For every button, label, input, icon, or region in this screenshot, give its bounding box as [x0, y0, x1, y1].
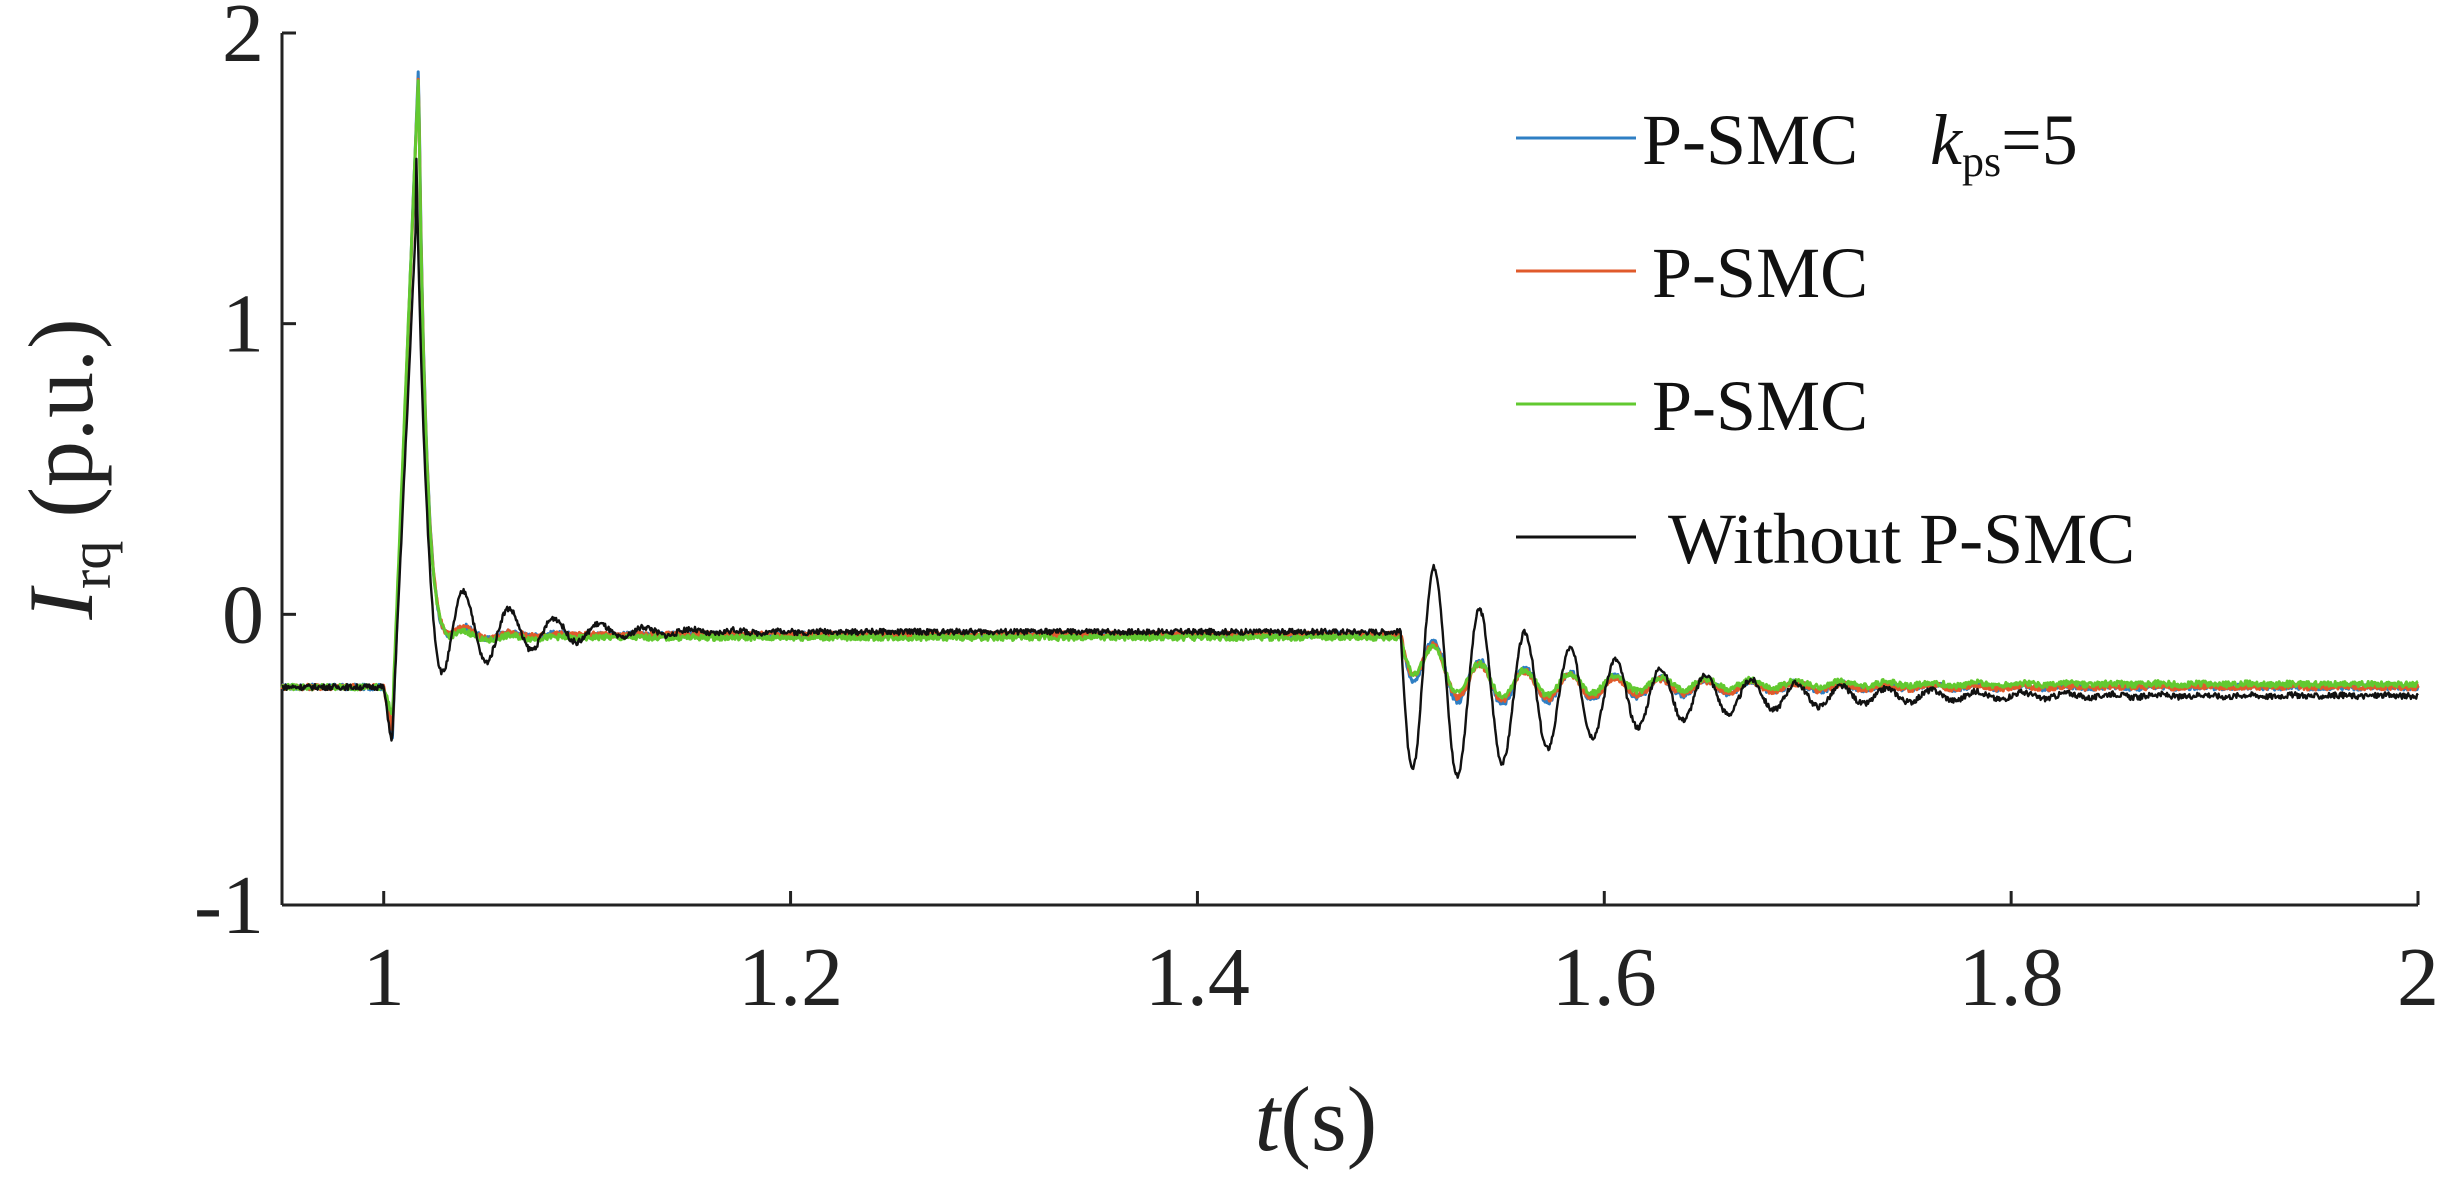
y-axis-label: Irq (p.u.) — [10, 318, 123, 620]
x-tick-label: 1 — [363, 931, 405, 1024]
x-tick-label: 2 — [2397, 931, 2439, 1024]
series-group — [280, 70, 2420, 779]
y-tick-label: 0 — [222, 568, 264, 661]
legend-label: P-SMC — [1652, 233, 1868, 313]
x-tick-label: 1.6 — [1552, 931, 1657, 1024]
y-tick-label: 2 — [222, 0, 264, 80]
legend-label: Without P-SMC — [1668, 499, 2135, 579]
x-tick-label: 1.8 — [1959, 931, 2064, 1024]
series-line-3 — [280, 79, 2419, 716]
legend-parameter: kps=5 — [1930, 100, 2078, 186]
y-tick-label: -1 — [194, 859, 264, 952]
x-tick-label: 1.4 — [1145, 931, 1250, 1024]
legend: P-SMC kps=5 P-SMC P-SMC Without P-SMC — [1516, 100, 2135, 579]
ticks: 1 1.2 1.4 1.6 1.8 2 -1 0 1 2 — [194, 0, 2439, 1024]
series-line-4 — [281, 157, 2419, 779]
legend-label: P-SMC — [1642, 100, 1858, 180]
x-axis-label: t(s) — [1255, 1068, 1378, 1170]
x-tick-label: 1.2 — [738, 931, 843, 1024]
legend-label: P-SMC — [1652, 366, 1868, 446]
axes — [280, 33, 2418, 907]
y-tick-label: 1 — [222, 278, 264, 371]
